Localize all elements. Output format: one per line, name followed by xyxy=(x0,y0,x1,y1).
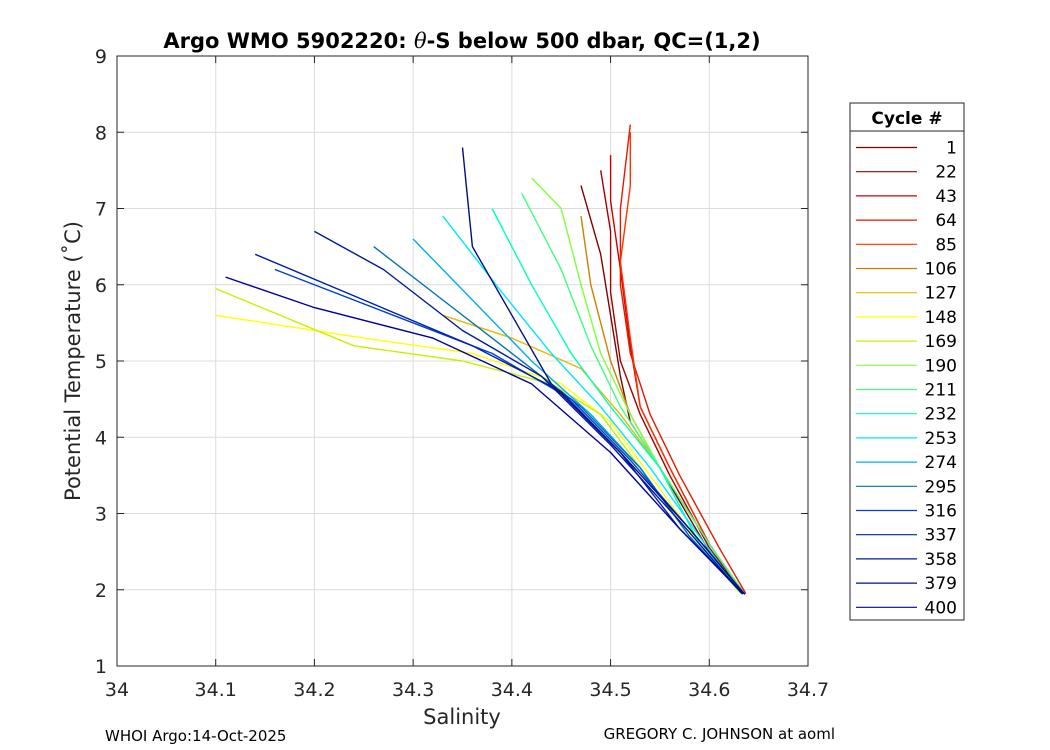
legend-label: 316 xyxy=(925,502,957,522)
series-line-cycle-85 xyxy=(619,132,745,594)
legend-label: 64 xyxy=(935,211,957,231)
series-line-cycle-358 xyxy=(314,230,743,595)
y-tick-label: 7 xyxy=(95,199,107,221)
footer-left: WHOI Argo:14-Oct-2025 xyxy=(105,727,286,745)
legend-label: 148 xyxy=(925,308,957,328)
x-tick-label: 34.6 xyxy=(688,679,730,701)
title-suffix: -S below 500 dbar, QC=(1,2) xyxy=(427,29,761,53)
x-tick-labels: 34 34.1 34.2 34.3 34.4 34.5 34.6 34.7 xyxy=(105,679,829,701)
legend-label: 295 xyxy=(925,477,957,497)
data-series xyxy=(215,124,747,595)
series-line-cycle-22 xyxy=(600,170,744,594)
legend: Cycle # 1 22 43 64 85 106 127 148 169 190 211 232 25… xyxy=(849,102,965,621)
y-tick-label: 3 xyxy=(95,504,107,526)
x-tick-label: 34.3 xyxy=(392,679,434,701)
series-line-cycle-148 xyxy=(215,314,740,593)
series-line-cycle-64 xyxy=(619,124,747,594)
legend-label: 400 xyxy=(925,598,957,618)
y-tick-labels: 1 2 3 4 5 6 7 8 9 xyxy=(95,46,107,678)
y-tick-label: 8 xyxy=(95,122,107,144)
legend-label: 358 xyxy=(925,550,957,570)
legend-label: 1 xyxy=(946,139,957,159)
legend-label: 211 xyxy=(925,381,957,401)
y-tick-label: 5 xyxy=(95,351,107,373)
y-tick-label: 9 xyxy=(95,46,107,68)
x-tick-label: 34.4 xyxy=(491,679,533,701)
legend-entries: 1 22 43 64 85 106 127 148 169 190 211 232 253 274 295 3… xyxy=(856,139,957,618)
legend-label: 169 xyxy=(925,332,957,352)
series-line-cycle-400 xyxy=(225,276,744,595)
series-line-cycle-253 xyxy=(442,215,743,595)
title-prefix: Argo WMO 5902220: xyxy=(163,29,414,53)
x-axis-label: Salinity xyxy=(423,705,501,729)
legend-box xyxy=(849,102,965,621)
x-tick-label: 34.2 xyxy=(293,679,335,701)
series-line-cycle-295 xyxy=(373,246,744,595)
legend-label: 127 xyxy=(925,284,957,304)
legend-label: 379 xyxy=(925,574,957,594)
y-tick-label: 1 xyxy=(95,656,107,678)
legend-label: 43 xyxy=(935,187,957,207)
x-tick-label: 34.5 xyxy=(589,679,631,701)
y-tick-label: 4 xyxy=(95,427,107,449)
tick-marks xyxy=(116,55,809,667)
legend-label: 22 xyxy=(935,163,957,183)
series-line-cycle-211 xyxy=(521,192,745,594)
x-tick-label: 34.7 xyxy=(787,679,829,701)
legend-label: 274 xyxy=(925,453,957,473)
y-tick-label: 6 xyxy=(95,275,107,297)
chart-title: Argo WMO 5902220: θ-S below 500 dbar, QC… xyxy=(163,29,760,53)
footer-right: GREGORY C. JOHNSON at aoml xyxy=(604,725,835,743)
legend-label: 232 xyxy=(925,405,957,425)
legend-label: 85 xyxy=(935,235,957,255)
legend-title: Cycle # xyxy=(871,109,942,129)
legend-label: 190 xyxy=(925,356,957,376)
legend-label: 337 xyxy=(925,526,957,546)
y-axis-label: Potential Temperature (˚C) xyxy=(61,221,85,501)
x-tick-label: 34 xyxy=(105,679,129,701)
x-tick-label: 34.1 xyxy=(195,679,237,701)
y-tick-label: 2 xyxy=(95,580,107,602)
legend-label: 106 xyxy=(925,260,957,280)
title-theta-symbol: θ xyxy=(414,29,427,53)
legend-label: 253 xyxy=(925,429,957,449)
series-line-cycle-379 xyxy=(461,147,746,595)
